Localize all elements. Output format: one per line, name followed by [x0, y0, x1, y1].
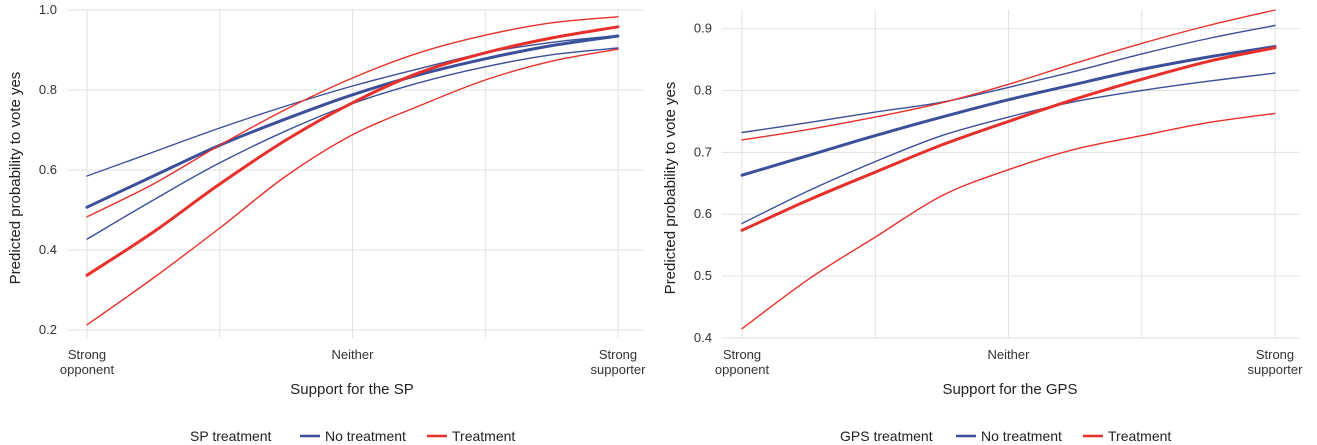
gps-x-tick-label: Strong supporter [1248, 347, 1304, 377]
sp-x-tick-label: Strong supporter [591, 347, 647, 377]
gps-y-axis-title: Predicted probability to vote yes [662, 82, 679, 295]
sp-x-tick-label: Strong opponent [60, 347, 115, 377]
sp-y-axis-title: Predicted probability to vote yes [7, 72, 24, 285]
gps-no-treatment-upper-bound-line [741, 24, 1276, 134]
sp-series [85, 16, 620, 326]
gps-panel: 0.4 0.5 0.6 0.7 0.8 0.9 Strong opponent Neither… [662, 9, 1303, 444]
sp-legend-label-treatment: Treatment [452, 428, 515, 444]
gps-treatment-upper-bound-line [741, 9, 1276, 141]
sp-y-tick-label: 0.6 [39, 162, 57, 177]
sp-y-tick-label: 0.2 [39, 322, 57, 337]
gps-series [740, 9, 1277, 330]
sp-y-tick-label: 0.8 [39, 82, 57, 97]
sp-y-tick-label: 1.0 [39, 2, 57, 17]
sp-x-tick-label: Neither [332, 347, 375, 362]
sp-x-axis-title: Support for the SP [290, 381, 413, 398]
gps-treatment-estimate-line [740, 46, 1277, 232]
sp-legend: SP treatment No treatment Treatment [190, 428, 515, 444]
gps-legend-label-no-treatment: No treatment [981, 428, 1062, 444]
sp-treatment-estimate-line [85, 25, 620, 277]
sp-no-treatment-upper-bound-line [86, 34, 619, 177]
gps-no-treatment-estimate-line [740, 45, 1277, 177]
sp-no-treatment-estimate-line [85, 34, 620, 209]
gps-y-tick-label: 0.8 [694, 82, 712, 97]
gps-y-tick-label: 0.5 [694, 268, 712, 283]
gps-x-ticks: Strong opponent Neither Strong supporter [715, 347, 1303, 377]
sp-y-ticks: 0.2 0.4 0.6 0.8 1.0 [39, 2, 57, 337]
gps-legend-label-treatment: Treatment [1108, 428, 1171, 444]
gps-legend: GPS treatment No treatment Treatment [840, 428, 1171, 444]
gps-y-ticks: 0.4 0.5 0.6 0.7 0.8 0.9 [694, 21, 712, 345]
sp-treatment-lower-bound-line [86, 48, 619, 326]
sp-legend-title: SP treatment [190, 428, 272, 444]
gps-no-treatment-lower-bound-line [741, 72, 1276, 225]
sp-x-ticks: Strong opponent Neither Strong supporter [60, 347, 646, 377]
gps-x-tick-label: Strong opponent [715, 347, 770, 377]
gps-treatment-lower-bound-line [741, 112, 1276, 330]
sp-treatment-upper-bound-line [86, 16, 619, 218]
gps-y-tick-label: 0.7 [694, 144, 712, 159]
gps-legend-title: GPS treatment [840, 428, 933, 444]
gps-y-tick-label: 0.4 [694, 330, 712, 345]
gps-y-tick-label: 0.6 [694, 206, 712, 221]
sp-y-tick-label: 0.4 [39, 242, 57, 257]
sp-grid [67, 9, 643, 338]
sp-legend-label-no-treatment: No treatment [325, 428, 406, 444]
gps-x-tick-label: Neither [988, 347, 1031, 362]
gps-x-axis-title: Support for the GPS [942, 381, 1077, 398]
gps-y-tick-label: 0.9 [694, 21, 712, 36]
